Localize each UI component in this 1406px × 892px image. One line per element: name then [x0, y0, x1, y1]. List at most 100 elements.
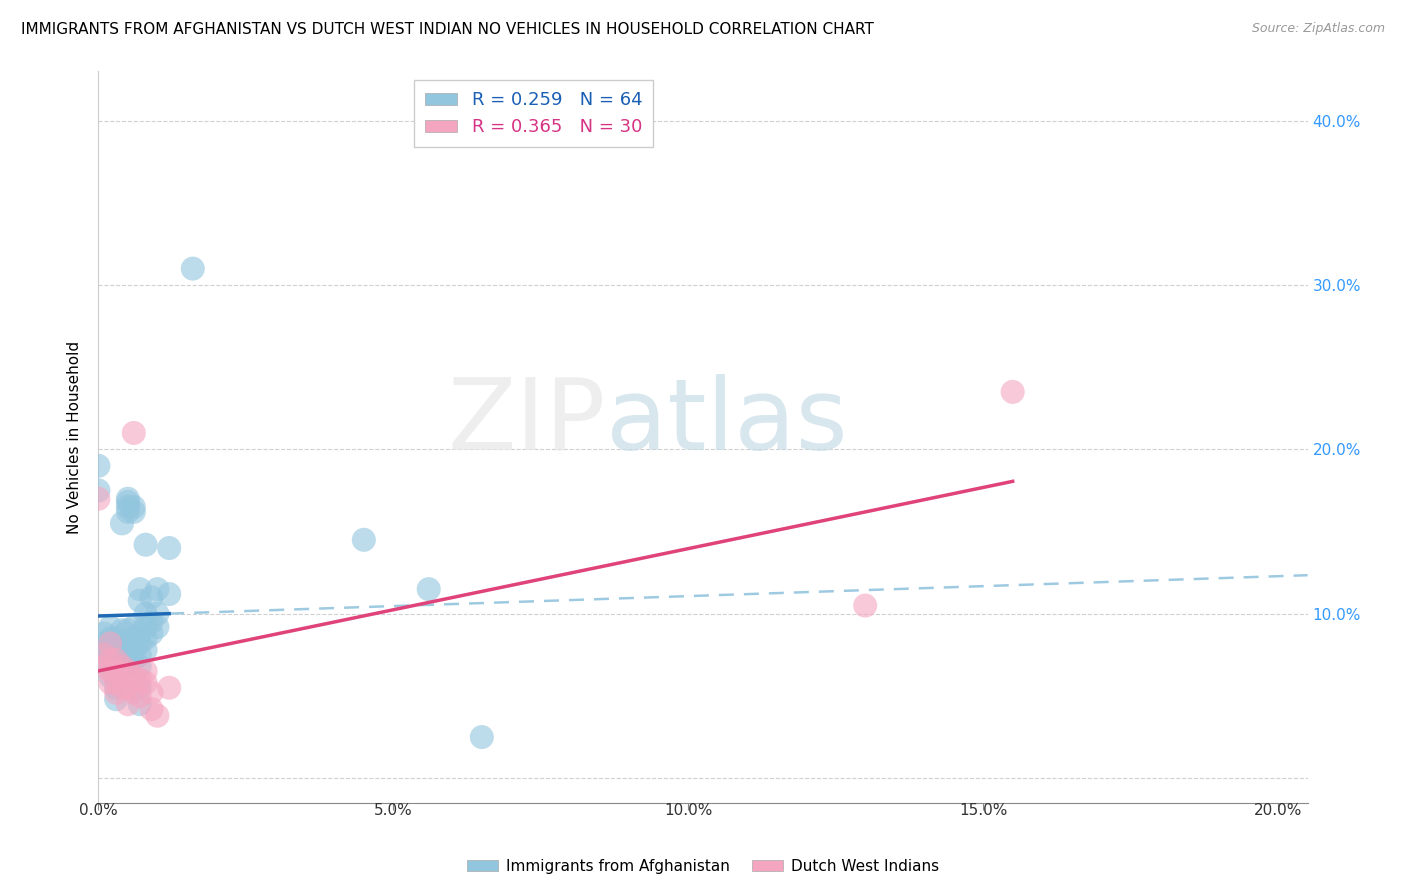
Point: [105, 686, 128, 700]
Point: [117, 646, 139, 660]
Point: [111, 659, 134, 673]
Point: [105, 665, 128, 679]
Point: [105, 659, 128, 673]
Point: [157, 541, 180, 555]
Point: [111, 656, 134, 670]
Legend: R = 0.259   N = 64, R = 0.365   N = 30: R = 0.259 N = 64, R = 0.365 N = 30: [415, 80, 654, 147]
Point: [105, 640, 128, 654]
Point: [141, 702, 163, 716]
Point: [122, 643, 145, 657]
Point: [111, 516, 134, 531]
Text: 10.0%: 10.0%: [664, 803, 713, 818]
Point: [128, 636, 150, 650]
Point: [111, 636, 134, 650]
Point: [105, 669, 128, 683]
Point: [471, 730, 494, 744]
Point: [146, 607, 169, 621]
Point: [122, 632, 145, 646]
Point: [122, 505, 145, 519]
Point: [122, 620, 145, 634]
Point: [135, 620, 157, 634]
Point: [87, 458, 110, 473]
Point: [146, 708, 169, 723]
Point: [93, 659, 115, 673]
Point: [128, 697, 150, 711]
Point: [87, 491, 110, 506]
Point: [122, 686, 145, 700]
Point: [98, 669, 121, 683]
Point: [353, 533, 375, 547]
Legend: Immigrants from Afghanistan, Dutch West Indians: Immigrants from Afghanistan, Dutch West …: [461, 853, 945, 880]
Point: [93, 643, 115, 657]
Point: [93, 653, 115, 667]
Text: 5.0%: 5.0%: [374, 803, 413, 818]
Point: [105, 648, 128, 662]
Point: [141, 591, 163, 605]
Point: [157, 681, 180, 695]
Point: [98, 659, 121, 673]
Point: [135, 675, 157, 690]
Point: [117, 505, 139, 519]
Point: [105, 653, 128, 667]
Point: [128, 593, 150, 607]
Point: [117, 624, 139, 638]
Point: [117, 697, 139, 711]
Point: [117, 636, 139, 650]
Point: [135, 665, 157, 679]
Point: [135, 538, 157, 552]
Point: [135, 643, 157, 657]
Point: [853, 599, 876, 613]
Point: [93, 636, 115, 650]
Text: 15.0%: 15.0%: [959, 803, 1007, 818]
Point: [128, 681, 150, 695]
Text: Source: ZipAtlas.com: Source: ZipAtlas.com: [1251, 22, 1385, 36]
Point: [117, 659, 139, 673]
Point: [135, 607, 157, 621]
Text: 0.0%: 0.0%: [79, 803, 118, 818]
Point: [111, 669, 134, 683]
Point: [98, 653, 121, 667]
Point: [128, 626, 150, 640]
Text: 20.0%: 20.0%: [1254, 803, 1302, 818]
Point: [105, 632, 128, 646]
Point: [111, 624, 134, 638]
Point: [117, 500, 139, 514]
Point: [98, 620, 121, 634]
Point: [128, 659, 150, 673]
Point: [117, 665, 139, 679]
Point: [98, 665, 121, 679]
Point: [105, 675, 128, 690]
Text: atlas: atlas: [606, 374, 848, 471]
Point: [418, 582, 440, 596]
Point: [122, 653, 145, 667]
Point: [122, 669, 145, 683]
Point: [105, 681, 128, 695]
Point: [93, 626, 115, 640]
Point: [141, 615, 163, 629]
Text: IMMIGRANTS FROM AFGHANISTAN VS DUTCH WEST INDIAN NO VEHICLES IN HOUSEHOLD CORREL: IMMIGRANTS FROM AFGHANISTAN VS DUTCH WES…: [21, 22, 875, 37]
Point: [105, 692, 128, 706]
Point: [98, 636, 121, 650]
Point: [98, 632, 121, 646]
Point: [141, 686, 163, 700]
Point: [117, 681, 139, 695]
Point: [117, 495, 139, 509]
Point: [128, 648, 150, 662]
Point: [135, 632, 157, 646]
Point: [98, 675, 121, 690]
Point: [141, 626, 163, 640]
Point: [111, 646, 134, 660]
Y-axis label: No Vehicles in Household: No Vehicles in Household: [67, 341, 83, 533]
Point: [98, 648, 121, 662]
Point: [122, 425, 145, 440]
Point: [98, 640, 121, 654]
Point: [1001, 384, 1024, 399]
Point: [181, 261, 204, 276]
Point: [128, 673, 150, 687]
Point: [111, 681, 134, 695]
Point: [117, 491, 139, 506]
Point: [146, 620, 169, 634]
Point: [122, 500, 145, 514]
Point: [128, 582, 150, 596]
Text: ZIP: ZIP: [449, 374, 606, 471]
